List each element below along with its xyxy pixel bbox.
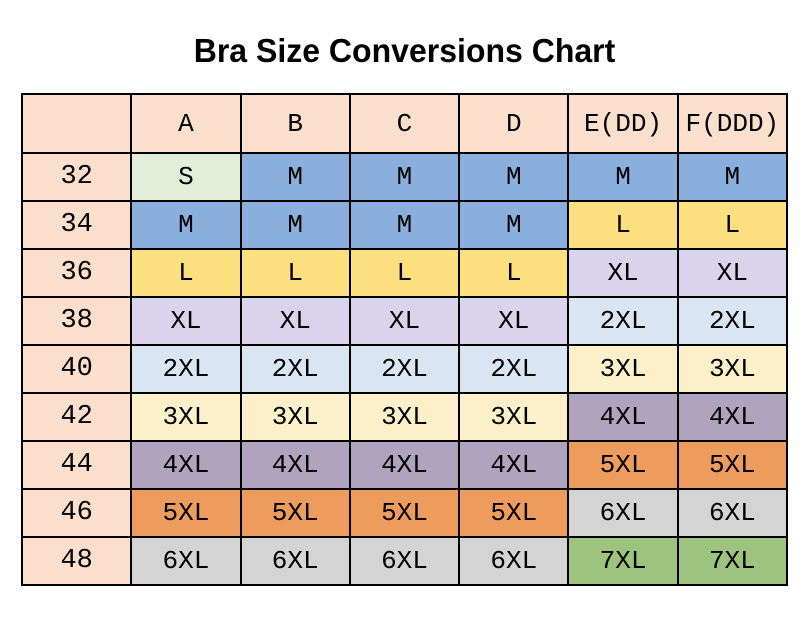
band-size-cell: 44 xyxy=(20,440,133,490)
size-cell: 3XL xyxy=(348,392,461,442)
size-cell: L xyxy=(348,248,461,298)
size-cell: XL xyxy=(348,296,461,346)
size-cell: 3XL xyxy=(130,392,242,442)
column-header-cup-b: B xyxy=(239,93,351,154)
size-cell: 4XL xyxy=(458,440,570,490)
size-cell: 3XL xyxy=(567,344,679,394)
size-cell: 7XL xyxy=(676,536,789,586)
column-header-cup-d: D xyxy=(458,93,570,154)
size-cell: M xyxy=(458,152,570,202)
size-cell: 2XL xyxy=(348,344,461,394)
size-cell: 4XL xyxy=(676,392,789,442)
corner-cell xyxy=(20,93,133,154)
table-row-band-34: 34 M M M M L L xyxy=(20,200,789,250)
size-cell: 3XL xyxy=(458,392,570,442)
page-title: Bra Size Conversions Chart xyxy=(193,32,616,69)
table-row-band-42: 42 3XL 3XL 3XL 3XL 4XL 4XL xyxy=(20,392,789,442)
size-cell: 2XL xyxy=(239,344,351,394)
table-row-band-38: 38 XL XL XL XL 2XL 2XL xyxy=(20,296,789,346)
size-cell: 4XL xyxy=(567,392,679,442)
size-cell: XL xyxy=(130,296,242,346)
band-size-cell: 38 xyxy=(20,296,133,346)
size-cell: M xyxy=(239,200,351,250)
size-cell: 3XL xyxy=(239,392,351,442)
size-cell: XL xyxy=(676,248,789,298)
size-cell: XL xyxy=(239,296,351,346)
band-size-cell: 48 xyxy=(20,536,133,586)
bra-size-conversion-table: A B C D E(DD) F(DDD) 32 S M M M M M 34 M M M M L L 36 L L L L XL… xyxy=(20,93,789,586)
size-cell: 3XL xyxy=(676,344,789,394)
size-cell: M xyxy=(348,200,461,250)
size-cell: M xyxy=(130,200,242,250)
size-cell: 2XL xyxy=(458,344,570,394)
size-cell: 6XL xyxy=(348,536,461,586)
band-size-cell: 34 xyxy=(20,200,133,250)
size-cell: L xyxy=(567,200,679,250)
size-cell: M xyxy=(567,152,679,202)
header-row: A B C D E(DD) F(DDD) xyxy=(20,93,789,154)
table-row-band-46: 46 5XL 5XL 5XL 5XL 6XL 6XL xyxy=(20,488,789,538)
table-header: A B C D E(DD) F(DDD) xyxy=(20,93,789,154)
size-cell: L xyxy=(676,200,789,250)
size-cell: 6XL xyxy=(458,536,570,586)
size-cell: XL xyxy=(567,248,679,298)
size-cell: 2XL xyxy=(676,296,789,346)
size-cell: M xyxy=(348,152,461,202)
table-row-band-48: 48 6XL 6XL 6XL 6XL 7XL 7XL xyxy=(20,536,789,586)
size-cell: 5XL xyxy=(348,488,461,538)
table-row-band-36: 36 L L L L XL XL xyxy=(20,248,789,298)
size-cell: 5XL xyxy=(130,488,242,538)
size-cell: M xyxy=(676,152,789,202)
size-cell: 4XL xyxy=(130,440,242,490)
size-cell: 2XL xyxy=(130,344,242,394)
size-cell: 6XL xyxy=(676,488,789,538)
size-cell: 6XL xyxy=(239,536,351,586)
table-body: 32 S M M M M M 34 M M M M L L 36 L L L L XL XL 38 XL XL XL XL 2XL 2… xyxy=(20,152,789,586)
page: Bra Size Conversions Chart A B C D E(DD) F(DD… xyxy=(0,32,809,634)
column-header-cup-e: E(DD) xyxy=(567,93,679,154)
band-size-cell: 46 xyxy=(20,488,133,538)
table-row-band-40: 40 2XL 2XL 2XL 2XL 3XL 3XL xyxy=(20,344,789,394)
size-cell: L xyxy=(130,248,242,298)
size-cell: 5XL xyxy=(239,488,351,538)
size-cell: 6XL xyxy=(130,536,242,586)
size-cell: S xyxy=(130,152,242,202)
size-cell: 4XL xyxy=(239,440,351,490)
size-cell: 5XL xyxy=(458,488,570,538)
size-cell: XL xyxy=(458,296,570,346)
size-cell: 5XL xyxy=(567,440,679,490)
size-cell: 2XL xyxy=(567,296,679,346)
table-row-band-44: 44 4XL 4XL 4XL 4XL 5XL 5XL xyxy=(20,440,789,490)
size-cell: L xyxy=(239,248,351,298)
size-cell: L xyxy=(458,248,570,298)
band-size-cell: 40 xyxy=(20,344,133,394)
column-header-cup-c: C xyxy=(348,93,461,154)
size-cell: M xyxy=(458,200,570,250)
size-cell: 5XL xyxy=(676,440,789,490)
size-cell: 4XL xyxy=(348,440,461,490)
band-size-cell: 36 xyxy=(20,248,133,298)
band-size-cell: 32 xyxy=(20,152,133,202)
size-cell: 7XL xyxy=(567,536,679,586)
size-cell: M xyxy=(239,152,351,202)
band-size-cell: 42 xyxy=(20,392,133,442)
size-cell: 6XL xyxy=(567,488,679,538)
column-header-cup-f: F(DDD) xyxy=(676,93,789,154)
table-row-band-32: 32 S M M M M M xyxy=(20,152,789,202)
column-header-cup-a: A xyxy=(130,93,242,154)
